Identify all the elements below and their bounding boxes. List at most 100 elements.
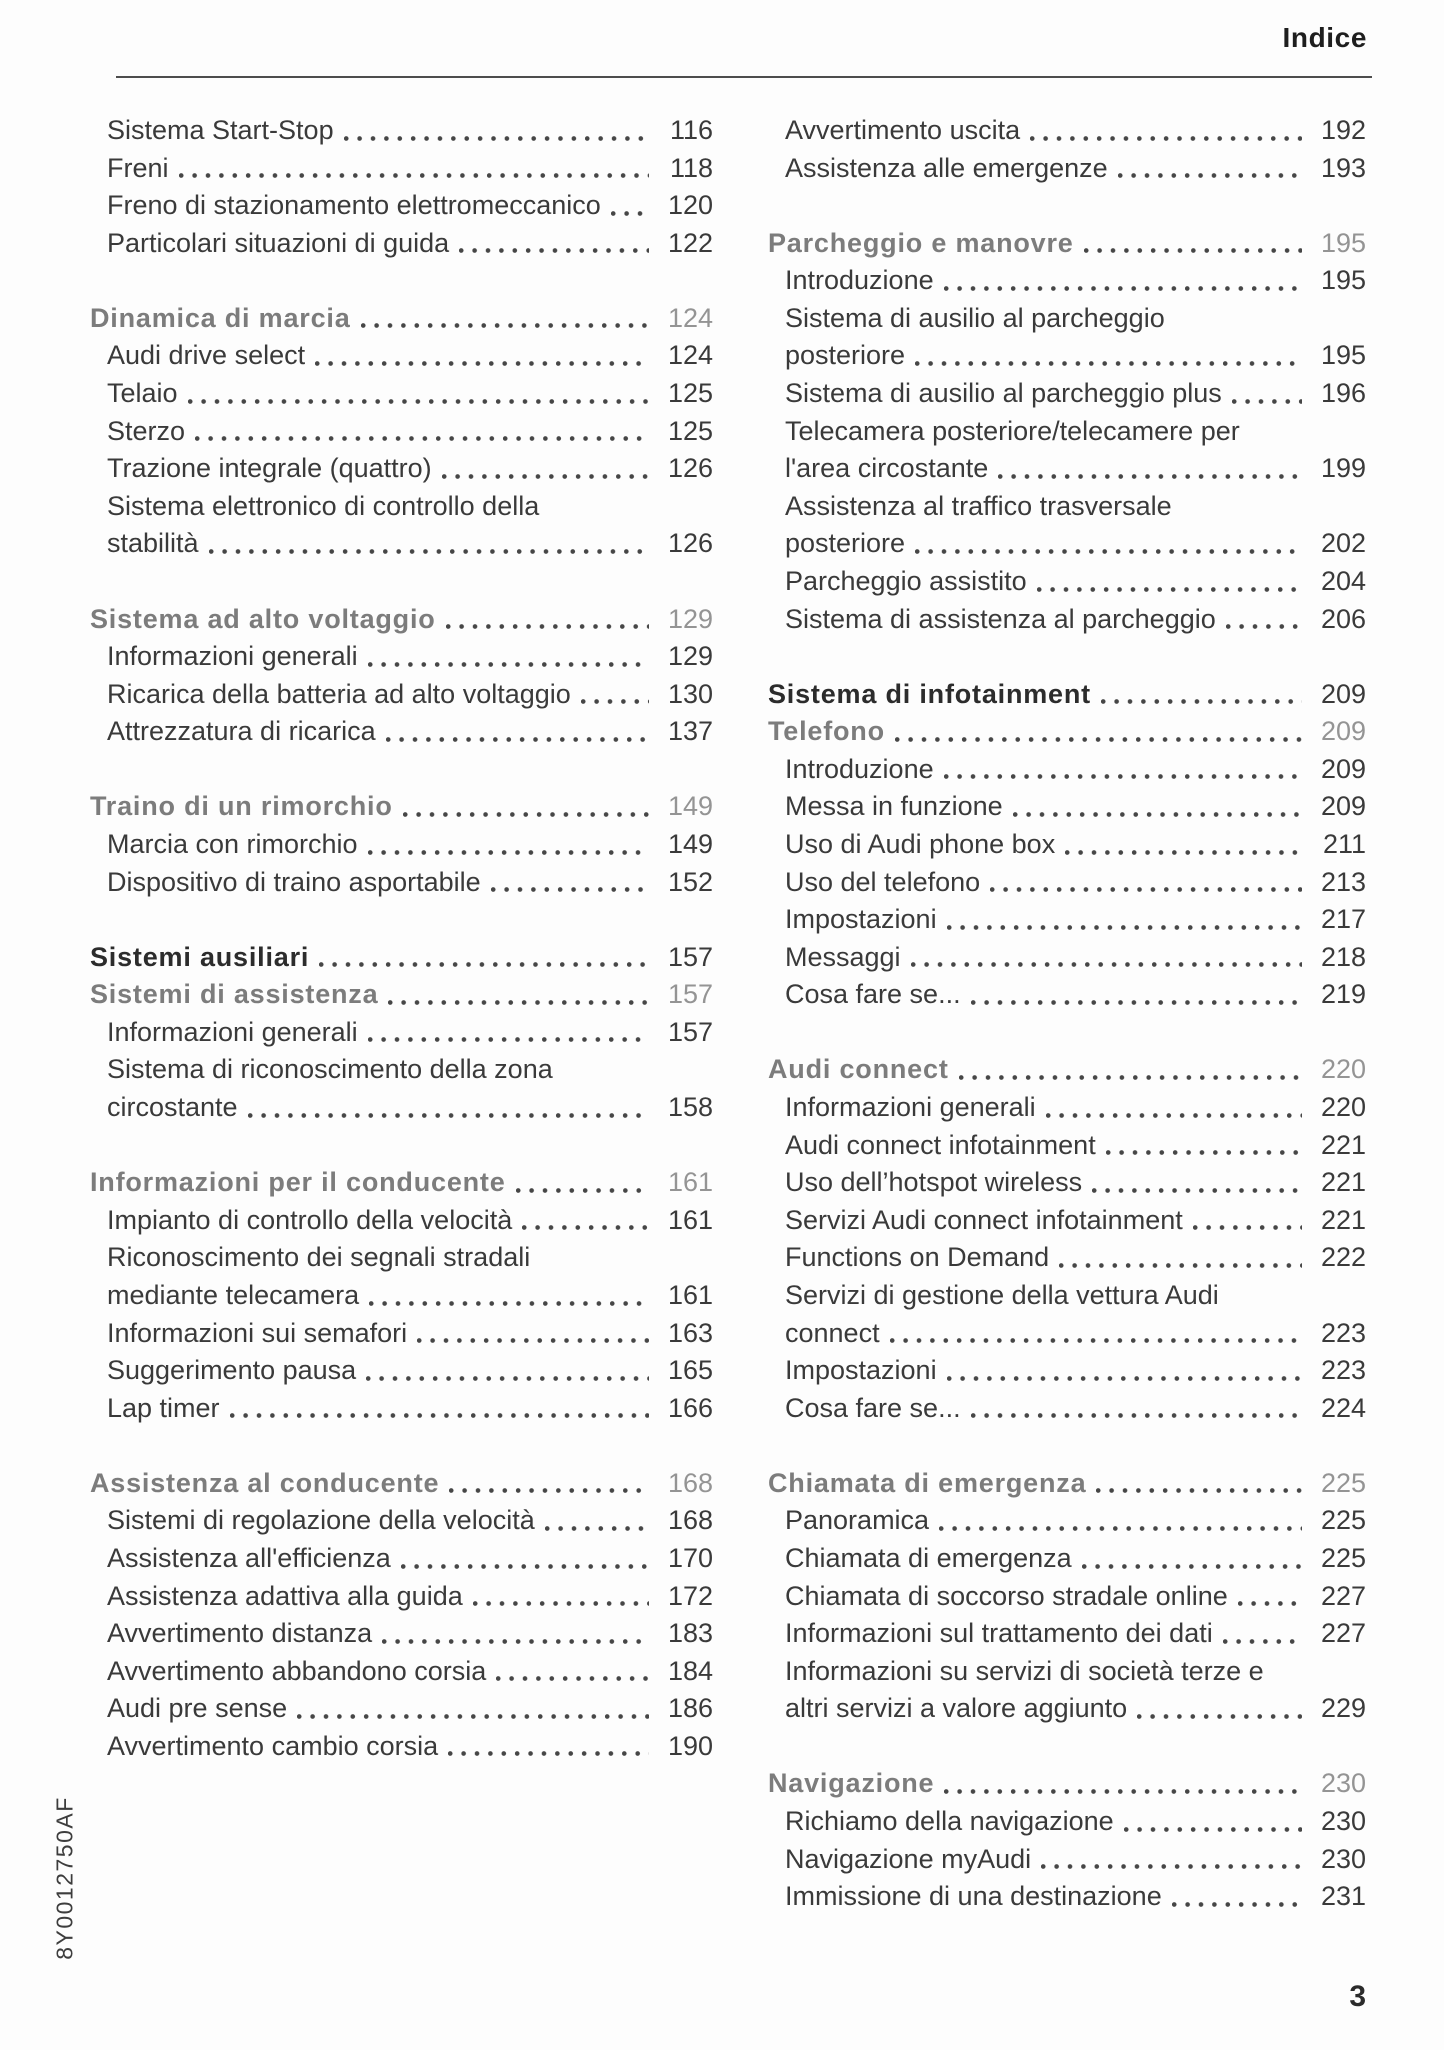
dot-leader bbox=[944, 1765, 1302, 1804]
dot-leader bbox=[1117, 149, 1302, 188]
toc-entry: Uso di Audi phone box 211 bbox=[768, 825, 1366, 864]
dot-leader bbox=[943, 262, 1302, 300]
page-number: 209 bbox=[1320, 791, 1366, 822]
entry-label: Sistema di ausilio al parcheggio plus bbox=[785, 378, 1222, 409]
dot-leader bbox=[297, 1690, 649, 1728]
page-title: Indice bbox=[1282, 22, 1367, 53]
entry-label: Sistemi di assistenza bbox=[90, 979, 379, 1010]
page-number: 125 bbox=[667, 415, 713, 446]
dot-leader bbox=[315, 337, 649, 376]
toc-entry-wrap-line: Telecamera posteriore/telecamere per bbox=[768, 413, 1366, 451]
page-number: 170 bbox=[667, 1542, 713, 1573]
toc-entry: Informazioni sul trattamento dei dati 227 bbox=[768, 1615, 1366, 1653]
entry-label: circostante bbox=[107, 1092, 238, 1123]
dot-leader bbox=[1092, 1164, 1302, 1202]
entry-label: Panoramica bbox=[785, 1505, 930, 1536]
entry-label: Marcia con rimorchio bbox=[107, 828, 358, 859]
toc-entry: Impianto di controllo della velocità 161 bbox=[90, 1201, 713, 1240]
page-number: 165 bbox=[667, 1355, 713, 1386]
page-number: 195 bbox=[1320, 265, 1366, 296]
entry-label: Sistema di riconoscimento della zona bbox=[107, 1054, 553, 1085]
toc-heading: Traino di un rimorchio 149 bbox=[90, 788, 713, 826]
dot-leader bbox=[448, 1727, 649, 1766]
entry-label: Messaggi bbox=[785, 941, 901, 972]
page-number: 211 bbox=[1322, 828, 1366, 859]
page-number: 209 bbox=[1320, 753, 1366, 784]
toc-spacer bbox=[90, 1427, 713, 1465]
toc-heading: Sistema ad alto voltaggio 129 bbox=[90, 600, 713, 639]
entry-label: Immissione di una destinazione bbox=[785, 1881, 1162, 1912]
page-number: 161 bbox=[667, 1204, 713, 1235]
toc-heading: Sistemi ausiliari 157 bbox=[90, 938, 713, 977]
dot-leader bbox=[472, 1577, 649, 1616]
toc-entry: altri servizi a valore aggiunto 229 bbox=[768, 1690, 1366, 1728]
toc-entry: Audi pre sense 186 bbox=[90, 1690, 713, 1728]
dot-leader bbox=[402, 788, 649, 826]
toc-heading: Informazioni per il conducente 161 bbox=[90, 1164, 713, 1202]
toc-spacer bbox=[90, 1127, 713, 1165]
page-number: 157 bbox=[667, 979, 713, 1010]
toc-heading: Telefono 209 bbox=[768, 713, 1366, 751]
page-number: 129 bbox=[667, 603, 713, 634]
entry-label: Audi pre sense bbox=[107, 1693, 288, 1724]
entry-label: Functions on Demand bbox=[785, 1242, 1050, 1273]
toc-entry: mediante telecamera 161 bbox=[90, 1276, 713, 1315]
page-number: 120 bbox=[667, 190, 713, 221]
page-number: 230 bbox=[1320, 1768, 1366, 1799]
entry-label: Attrezzatura di ricarica bbox=[107, 716, 376, 747]
toc-entry: l'area circostante 199 bbox=[768, 450, 1366, 488]
toc-entry: Immissione di una destinazione 231 bbox=[768, 1878, 1366, 1916]
page-number: 231 bbox=[1320, 1881, 1366, 1912]
entry-label: Sistema di ausilio al parcheggio bbox=[785, 302, 1165, 333]
entry-label: Telecamera posteriore/telecamere per bbox=[785, 415, 1240, 446]
entry-label: Cosa fare se... bbox=[785, 979, 961, 1010]
dot-leader bbox=[1012, 788, 1302, 826]
entry-label: Navigazione myAudi bbox=[785, 1843, 1032, 1874]
dot-leader bbox=[970, 1389, 1302, 1428]
toc-entry: posteriore 202 bbox=[768, 525, 1366, 563]
dot-leader bbox=[1123, 1803, 1302, 1841]
page-number: 130 bbox=[667, 678, 713, 709]
toc-entry: posteriore 195 bbox=[768, 337, 1366, 376]
page-number: 129 bbox=[667, 641, 713, 672]
dot-leader bbox=[990, 863, 1302, 902]
dot-leader bbox=[382, 1615, 649, 1653]
page-number: 195 bbox=[1320, 227, 1366, 258]
page-number: 230 bbox=[1320, 1843, 1366, 1874]
entry-label: Sistema elettronico di controllo della bbox=[107, 490, 540, 521]
entry-label: Impostazioni bbox=[785, 904, 937, 935]
page-number: 230 bbox=[1320, 1806, 1366, 1837]
page-number: 157 bbox=[667, 941, 713, 972]
entry-label: Telaio bbox=[107, 378, 178, 409]
dot-leader bbox=[1231, 375, 1302, 413]
toc-entry: Informazioni generali 220 bbox=[768, 1089, 1366, 1127]
entry-label: altri servizi a valore aggiunto bbox=[785, 1693, 1128, 1724]
entry-label: Avvertimento abbandono corsia bbox=[107, 1655, 487, 1686]
page-number: 161 bbox=[667, 1279, 713, 1310]
entry-label: Assistenza al traffico trasversale bbox=[785, 490, 1172, 521]
dot-leader bbox=[195, 412, 649, 451]
entry-label: Assistenza al conducente bbox=[90, 1467, 440, 1498]
entry-label: Freno di stazionamento elettromeccanico bbox=[107, 190, 601, 221]
toc-entry: Uso del telefono 213 bbox=[768, 863, 1366, 902]
entry-label: Informazioni generali bbox=[107, 641, 358, 672]
entry-label: Particolari situazioni di guida bbox=[107, 227, 450, 258]
entry-label: stabilità bbox=[107, 528, 199, 559]
toc-heading: Assistenza al conducente 168 bbox=[90, 1464, 713, 1503]
entry-label: Avvertimento uscita bbox=[785, 115, 1021, 145]
entry-label: Parcheggio e manovre bbox=[768, 227, 1074, 258]
entry-label: Uso di Audi phone box bbox=[785, 828, 1056, 859]
page-number: 124 bbox=[667, 302, 713, 333]
entry-label: Impianto di controllo della velocità bbox=[107, 1204, 513, 1235]
entry-label: Richiamo della navigazione bbox=[785, 1806, 1114, 1837]
page-number: 137 bbox=[667, 716, 713, 747]
entry-label: Chiamata di emergenza bbox=[785, 1542, 1072, 1573]
page-number: 124 bbox=[667, 340, 713, 371]
dot-leader bbox=[1065, 825, 1302, 864]
toc-entry: Freni 118 bbox=[90, 149, 713, 188]
dot-leader bbox=[1041, 1840, 1302, 1879]
page-number: 168 bbox=[667, 1467, 713, 1498]
entry-label: Assistenza all'efficienza bbox=[107, 1542, 391, 1573]
page-number: 209 bbox=[1320, 716, 1366, 747]
dot-leader bbox=[915, 525, 1302, 563]
